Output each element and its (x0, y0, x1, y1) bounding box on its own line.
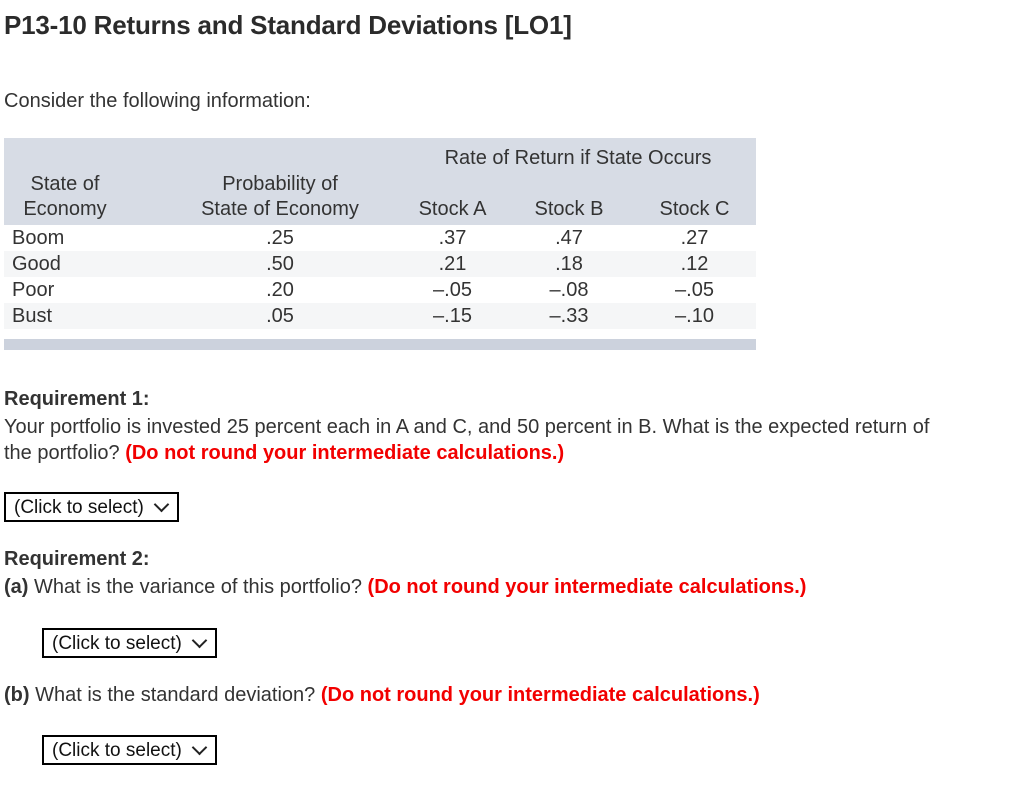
requirement-2-heading: Requirement 2: (4, 548, 150, 570)
probability-header-line1: Probability of (222, 173, 338, 195)
probability-header-line2: State of Economy (201, 198, 359, 220)
column-header-probability: Probability of State of Economy (160, 170, 400, 225)
select-label: (Click to select) (52, 739, 182, 761)
probability-cell: .20 (266, 279, 294, 301)
blank-header-cell (4, 138, 400, 170)
column-header-stock-b: Stock B (505, 170, 633, 225)
probability-cell: .25 (266, 227, 294, 249)
stock-a-cell: .21 (438, 253, 467, 275)
stock-a-cell: –.15 (433, 305, 472, 327)
part-a-warning: (Do not round your intermediate calculat… (367, 576, 807, 598)
table-row-poor: Poor .20 –.05 –.08 –.05 (4, 277, 756, 303)
stock-b-cell: .47 (555, 227, 583, 249)
state-cell: Boom (12, 227, 65, 249)
state-header-line2: Economy (23, 198, 107, 220)
chevron-down-icon (191, 739, 208, 756)
table-row-bust: Bust .05 –.15 –.33 –.10 (4, 303, 757, 329)
stock-c-cell: .27 (680, 227, 709, 249)
requirement-2a-select-row: (Click to select) (4, 600, 1024, 658)
stock-c-cell: –.10 (675, 305, 714, 327)
stock-b-cell: .18 (555, 253, 583, 275)
probability-cell: .50 (266, 253, 294, 275)
part-b-question: What is the standard deviation? (35, 684, 316, 706)
assignment-page: P13-10 Returns and Standard Deviations [… (4, 10, 1024, 765)
requirement-1-text: Your portfolio is invested 25 percent ea… (4, 414, 942, 466)
returns-table: Rate of Return if State Occurs State of … (4, 138, 757, 329)
probability-cell: .05 (266, 305, 294, 327)
column-header-stock-c: Stock C (633, 170, 757, 225)
requirement-1-section: Requirement 1: Your portfolio is investe… (4, 386, 1024, 522)
requirement-2b-answer-select[interactable]: (Click to select) (42, 735, 217, 765)
column-header-stock-a: Stock A (400, 170, 505, 225)
state-cell: Bust (12, 305, 53, 327)
requirement-1-answer-select[interactable]: (Click to select) (4, 492, 179, 522)
requirement-1-heading: Requirement 1: (4, 388, 150, 410)
stock-b-cell: –.08 (549, 279, 589, 301)
stock-a-cell: –.05 (433, 279, 472, 301)
requirement-2-section: Requirement 2: (a) What is the variance … (4, 546, 1024, 765)
chevron-down-icon (191, 632, 208, 649)
state-cell: Good (12, 253, 61, 275)
part-a-question: What is the variance of this portfolio? (34, 576, 362, 598)
stock-c-cell: –.05 (675, 279, 714, 301)
requirement-2a-text: (a) What is the variance of this portfol… (4, 574, 942, 600)
state-cell: Poor (12, 279, 55, 301)
requirement-1-select-row: (Click to select) (4, 466, 1024, 522)
requirement-1-question: Your portfolio is invested 25 percent ea… (4, 416, 930, 464)
span-header-rate-of-return: Rate of Return if State Occurs (400, 138, 757, 170)
requirement-1-warning: (Do not round your intermediate calculat… (125, 442, 565, 464)
part-b-warning: (Do not round your intermediate calculat… (320, 684, 760, 706)
select-label: (Click to select) (14, 496, 144, 518)
stock-c-cell: .12 (680, 253, 709, 275)
column-header-state-of-economy: State of Economy (4, 170, 160, 225)
requirement-2a-answer-select[interactable]: (Click to select) (42, 628, 217, 658)
stock-a-cell: .37 (438, 227, 467, 249)
select-label: (Click to select) (52, 632, 182, 654)
part-a-label: (a) (4, 576, 29, 598)
chevron-down-icon (153, 496, 170, 513)
table-bottom-bar (4, 339, 756, 350)
state-header-line1: State of (30, 173, 100, 195)
stock-b-cell: –.33 (549, 305, 589, 327)
table-row-good: Good .50 .21 .18 .12 (4, 251, 757, 277)
intro-text: Consider the following information: (4, 90, 311, 112)
table-row-boom: Boom .25 .37 .47 .27 (4, 225, 756, 251)
requirement-2b-text: (b) What is the standard deviation? (Do … (4, 682, 942, 708)
requirement-2b-select-row: (Click to select) (4, 708, 1024, 765)
part-b-label: (b) (4, 684, 30, 706)
returns-table-header: Rate of Return if State Occurs State of … (4, 138, 757, 225)
problem-title: P13-10 Returns and Standard Deviations [… (4, 10, 572, 40)
